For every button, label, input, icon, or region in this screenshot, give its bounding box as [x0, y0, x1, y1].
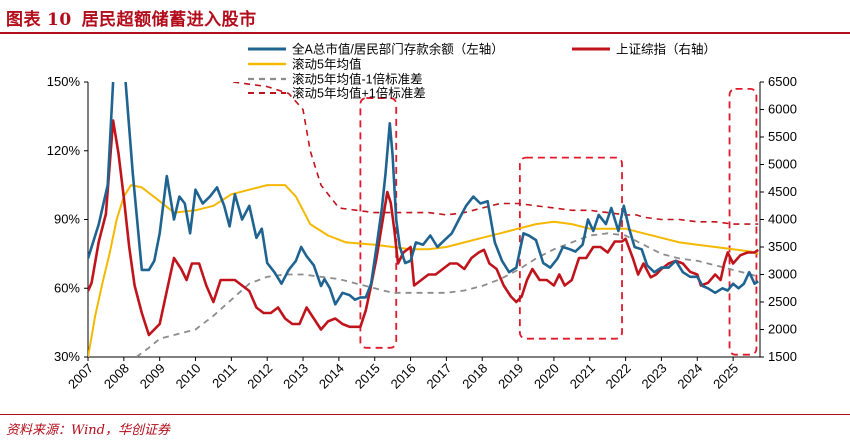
- x-tick-label: 2015: [352, 361, 383, 392]
- x-tick-label: 2009: [137, 361, 168, 392]
- legend: 全A总市值/居民部门存款余额（左轴） 上证综指（右轴） 滚动5年均值滚动5年均值-1…: [248, 42, 716, 101]
- x-tick-label: 2017: [423, 361, 454, 392]
- right-tick-label: 2500: [768, 294, 797, 309]
- source-rule: [0, 414, 850, 415]
- series-line-ma: [88, 184, 759, 357]
- x-tick-label: 2007: [65, 361, 96, 392]
- title-bar: 图表 10 居民超额储蓄进入股市: [0, 0, 850, 34]
- x-tick-label: 2022: [603, 361, 634, 392]
- x-tick-label: 2011: [209, 361, 239, 391]
- x-tick-label: 2010: [173, 361, 204, 392]
- right-tick-label: 4500: [768, 184, 797, 199]
- x-tick-label: 2019: [495, 361, 526, 392]
- x-tick-label: 2013: [280, 361, 311, 392]
- x-tick-label: 2016: [388, 361, 419, 392]
- x-tick-label: 2014: [316, 361, 347, 392]
- source-note: 资料来源：Wind，华创证券: [6, 423, 170, 438]
- series-lines: [88, 82, 759, 357]
- x-tick-label: 2025: [710, 361, 741, 392]
- title-rule: [0, 32, 850, 34]
- right-tick-label: 4000: [768, 212, 797, 227]
- highlight-box: [518, 156, 623, 340]
- left-tick-label: 60%: [54, 280, 80, 295]
- page-title: 图表 10 居民超额储蓄进入股市: [6, 5, 257, 30]
- right-tick-label: 1500: [768, 349, 797, 364]
- right-tick-label: 5500: [768, 129, 797, 144]
- x-tick-label: 2021: [567, 361, 598, 392]
- chart: 30% 60% 90% 120% 150% 1500 2000 2500 3000 3500 400…: [47, 42, 797, 392]
- x-tick-label: 2020: [531, 361, 562, 392]
- figure-title: 居民超额储蓄进入股市: [81, 10, 257, 30]
- series-line-lower: [135, 232, 759, 357]
- legend-label-ratio: 全A总市值/居民部门存款余额（左轴）: [292, 42, 504, 57]
- series-line-index: [88, 119, 759, 337]
- x-tick-label: 2008: [101, 361, 132, 392]
- right-tick-label: 5000: [768, 157, 797, 172]
- right-tick-label: 3500: [768, 239, 797, 254]
- x-tick-label: 2018: [459, 361, 490, 392]
- series-line-upper: [233, 82, 759, 225]
- figure-number: 10: [47, 10, 72, 30]
- left-tick-label: 150%: [47, 74, 81, 89]
- series-line-ratio: [88, 82, 759, 306]
- left-tick-label: 30%: [54, 349, 80, 364]
- left-tick-label: 90%: [54, 212, 80, 227]
- right-tick-label: 3000: [768, 267, 797, 282]
- right-tick-label: 2000: [768, 322, 797, 337]
- x-tick-label: 2012: [244, 361, 275, 392]
- legend-label-lower: 滚动5年均值-1倍标准差: [292, 72, 423, 87]
- x-tick-label: 2024: [674, 361, 705, 392]
- highlight-box: [359, 97, 398, 349]
- left-tick-label: 120%: [47, 143, 81, 158]
- x-tick-label: 2023: [639, 361, 670, 392]
- figure-label: 图表: [6, 10, 41, 30]
- legend-label-ma: 滚动5年均值: [292, 57, 361, 72]
- legend-label-upper: 滚动5年均值+1倍标准差: [292, 86, 426, 101]
- right-tick-label: 6500: [768, 74, 797, 89]
- highlight-box: [728, 87, 758, 356]
- legend-label-index: 上证综指（右轴）: [616, 42, 716, 57]
- right-tick-label: 6000: [768, 102, 797, 117]
